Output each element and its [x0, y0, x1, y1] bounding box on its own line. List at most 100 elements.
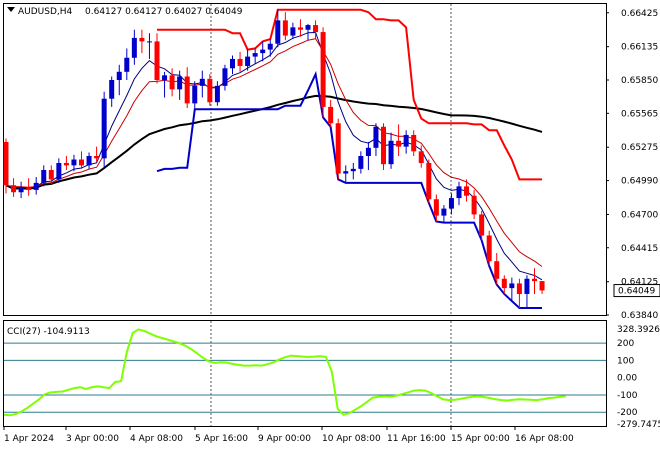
candle-body [177, 76, 183, 90]
candle-body [260, 49, 266, 54]
time-tick-label: 9 Apr 00:00 [258, 434, 311, 444]
candle-body [479, 214, 485, 236]
cci-tick-label: 100 [617, 356, 634, 366]
candle-body [192, 85, 198, 104]
price-tick-label: 0.64700 [621, 210, 658, 220]
candle-body [532, 278, 537, 282]
cci-tick-label: 328.3926 [617, 325, 660, 335]
candle-body [124, 57, 130, 72]
time-tick-label: 11 Apr 16:00 [387, 434, 446, 444]
candle-body [426, 163, 432, 200]
candle-body [109, 79, 115, 99]
candle-body [464, 186, 470, 196]
candle-body [41, 170, 47, 183]
candle-body [494, 261, 500, 279]
candle-body [471, 195, 477, 215]
candle-body [396, 140, 402, 147]
candle-body [139, 37, 145, 42]
candle-body [101, 98, 107, 159]
price-tick-label: 0.66425 [621, 9, 658, 19]
time-tick-label: 15 Apr 00:00 [451, 434, 510, 444]
ma-slow-line [5, 94, 543, 190]
candle-body [448, 198, 454, 209]
candle-body [199, 78, 205, 86]
price-tick-label: 0.64415 [621, 244, 658, 254]
chart-menu-icon[interactable] [7, 7, 15, 12]
candle-body [501, 278, 507, 289]
candle-body [290, 27, 296, 36]
candle-body [388, 140, 394, 165]
candle-body [539, 281, 545, 291]
candle-body [146, 41, 152, 43]
candle-body [3, 141, 9, 186]
main-chart-frame [3, 3, 607, 316]
candle-body [343, 171, 349, 174]
candle-body [516, 283, 522, 294]
ohlc-values: 0.64127 0.64127 0.64027 0.64049 [85, 7, 243, 17]
candle-body [275, 20, 281, 44]
cci-title: CCI(27) -104.9113 [7, 327, 90, 337]
candle-body [63, 163, 69, 166]
candle-body [486, 235, 492, 262]
candle-body [154, 41, 160, 80]
candle-body [328, 106, 334, 124]
candle-body [26, 187, 32, 190]
candle-body [71, 159, 77, 166]
candle-body [350, 168, 356, 172]
candle-body [86, 155, 92, 166]
price-tick-label: 0.63840 [621, 311, 658, 321]
candle-body [297, 27, 303, 30]
candle-body [282, 20, 288, 36]
cci-tick-label: -100 [617, 391, 638, 401]
candle-body [418, 151, 424, 164]
cci-tick-label: 0.00 [617, 374, 637, 384]
candle-body [162, 75, 168, 80]
time-tick-label: 5 Apr 16:00 [195, 434, 248, 444]
ma-fast-line [5, 31, 543, 281]
candle-body [94, 155, 100, 159]
candle-body [267, 43, 273, 50]
candle-body [237, 58, 243, 66]
symbol-label: AUDUSD,H4 [18, 7, 73, 17]
candle-body [184, 76, 190, 104]
last-price-label: 0.64049 [618, 287, 655, 297]
candle-body [381, 126, 386, 165]
candle-body [524, 278, 530, 294]
candle-body [56, 163, 62, 180]
candle-body [131, 37, 137, 58]
cci-line [3, 328, 567, 417]
price-tick-label: 0.65850 [621, 76, 658, 86]
candle-body [358, 155, 364, 169]
candle-body [441, 208, 447, 216]
price-tick-label: 0.64990 [621, 177, 658, 187]
candle-body [18, 187, 24, 193]
candle-body [33, 182, 39, 190]
candle-body [411, 134, 417, 152]
candle-body [116, 71, 122, 80]
cci-tick-label: 200 [617, 339, 634, 349]
price-tick-label: 0.65275 [621, 143, 658, 153]
candle-body [320, 32, 326, 107]
ma-mid-line [5, 38, 543, 267]
candle-body [252, 53, 258, 57]
cci-tick-label: -200 [617, 408, 638, 418]
candle-body [207, 78, 213, 103]
candle-body [169, 75, 175, 90]
candle-body [11, 185, 17, 193]
candle-body [230, 58, 235, 69]
time-tick-label: 4 Apr 08:00 [130, 434, 183, 444]
candle-body [222, 68, 228, 86]
cci-tick-label: -279.7475 [617, 420, 660, 430]
candle-body [245, 56, 251, 66]
price-tick-label: 0.65565 [621, 109, 658, 119]
candle-body [365, 147, 371, 156]
channel-upper-line [157, 8, 542, 181]
last-price-tag [613, 284, 660, 298]
time-tick-label: 1 Apr 2024 [4, 434, 54, 444]
cci-panel-frame [3, 320, 607, 427]
candle-body [335, 123, 341, 174]
candle-body [403, 134, 409, 147]
candle-body [433, 199, 439, 216]
